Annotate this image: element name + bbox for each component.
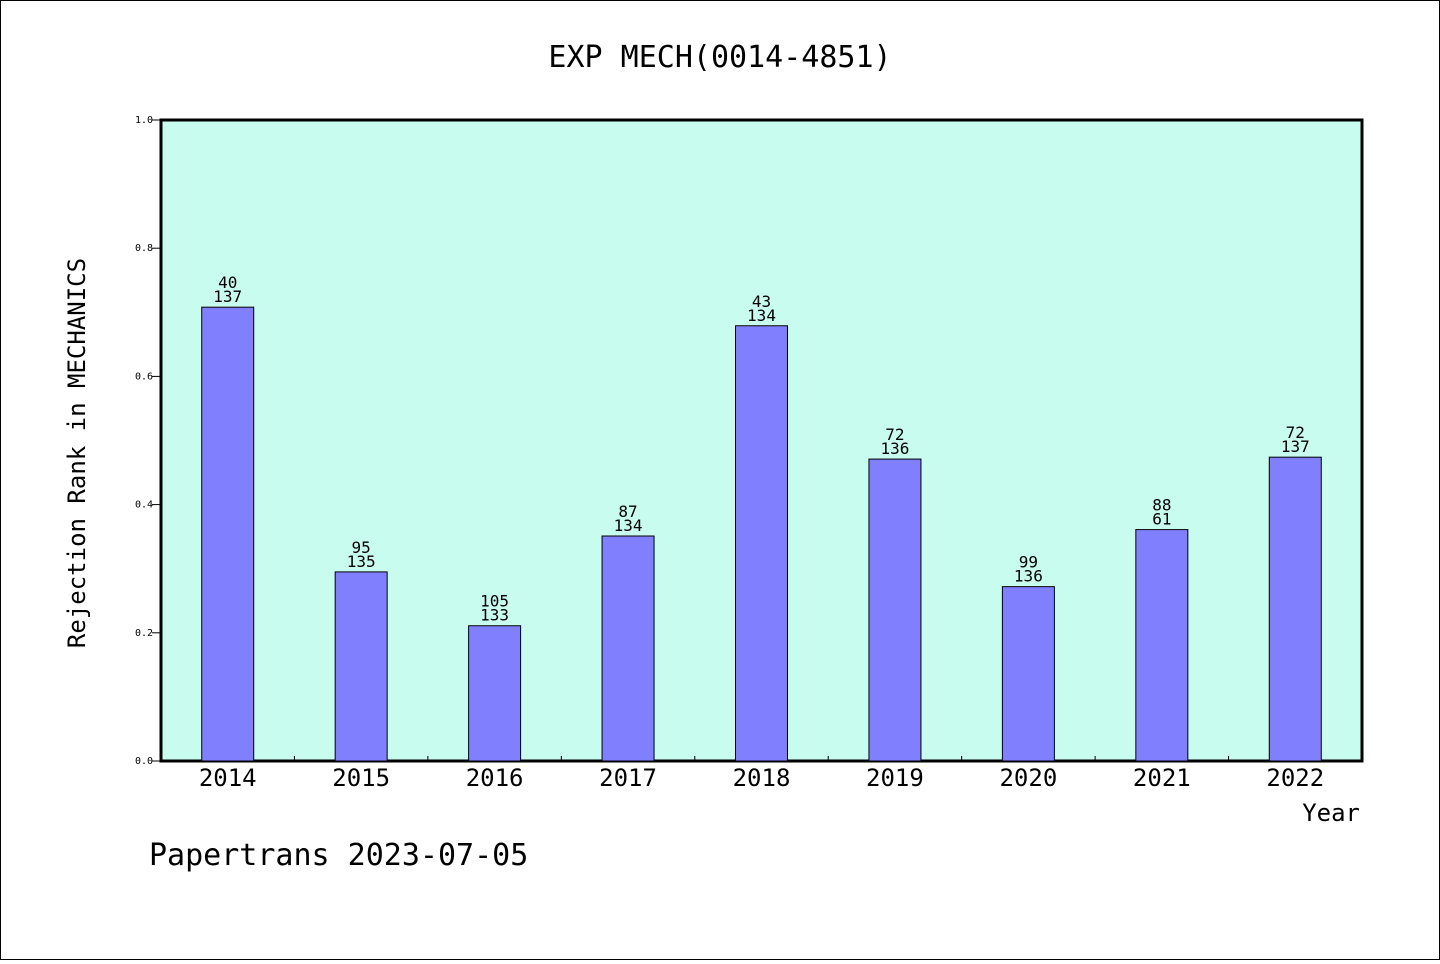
- y-tick-label: 0.6: [135, 371, 153, 382]
- bar-label-bottom: 137: [213, 287, 242, 306]
- bar-label-bottom: 136: [880, 439, 909, 458]
- bar-2018: [735, 325, 788, 762]
- chart-title: EXP MECH(0014-4851): [548, 40, 891, 75]
- y-axis: 0.0 0.2 0.4 0.6 0.8 1.0: [135, 115, 161, 767]
- y-tick-label: 1.0: [135, 115, 153, 126]
- bar-label-bottom: 134: [614, 516, 643, 535]
- bar-label-bottom: 136: [1014, 567, 1043, 586]
- bar-label-bottom: 137: [1281, 437, 1310, 456]
- x-tick-label: 2017: [599, 764, 657, 792]
- y-tick-label: 0.2: [135, 628, 153, 639]
- footer-credit: Papertrans 2023-07-05: [149, 838, 528, 873]
- bar-label-top: 88: [1152, 496, 1171, 515]
- bar-label-top: 43: [752, 292, 771, 311]
- bar-2019: [868, 458, 922, 762]
- x-axis-label: Year: [1302, 799, 1360, 827]
- bar-2014: [201, 306, 255, 762]
- bar-label-top: 72: [885, 425, 904, 444]
- bar-label-top: 72: [1286, 423, 1305, 442]
- bar-2020: [1001, 586, 1055, 762]
- y-axis-label: Rejection Rank in MECHANICS: [63, 258, 91, 648]
- bar-label-top: 40: [218, 273, 237, 292]
- bar-2017: [601, 535, 655, 762]
- bar-2015: [334, 571, 388, 762]
- bar-2022: [1268, 456, 1322, 762]
- bar-2016: [468, 625, 522, 762]
- x-tick-label: 2020: [999, 764, 1057, 792]
- x-tick-label: 2015: [332, 764, 390, 792]
- x-tick-label: 2021: [1133, 764, 1191, 792]
- x-tick-label: 2022: [1266, 764, 1324, 792]
- bar-label-bottom: 135: [347, 552, 376, 571]
- bar-2021: [1135, 529, 1189, 762]
- bars-layer: 4013795135105133871344313472136991368861…: [201, 273, 1322, 762]
- bar-label-bottom: 133: [480, 606, 509, 625]
- bar-label-top: 95: [352, 538, 371, 557]
- x-axis: 2014 2015 2016 2017 2018 2019 2020 2021 2022: [199, 756, 1324, 792]
- bar-label-top: 87: [618, 502, 637, 521]
- y-tick-label: 0.8: [135, 243, 153, 254]
- bar-label-top: 105: [480, 592, 509, 611]
- y-tick-label: 0.4: [135, 500, 153, 511]
- bar-label-bottom: 61: [1152, 510, 1171, 529]
- x-tick-label: 2014: [199, 764, 257, 792]
- x-tick-label: 2016: [466, 764, 524, 792]
- y-tick-label: 0.0: [135, 756, 153, 767]
- bar-label-bottom: 134: [747, 306, 776, 325]
- x-tick-label: 2019: [866, 764, 924, 792]
- x-tick-label: 2018: [733, 764, 791, 792]
- bar-label-top: 99: [1019, 553, 1038, 572]
